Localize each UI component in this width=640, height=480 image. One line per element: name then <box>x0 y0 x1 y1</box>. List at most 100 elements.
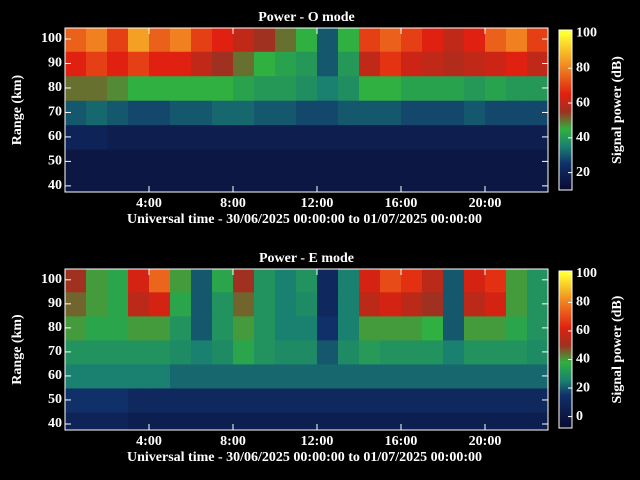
cell <box>338 173 360 192</box>
cell <box>317 315 339 341</box>
cell <box>233 411 255 430</box>
cell <box>296 411 318 430</box>
cell <box>296 75 318 101</box>
cell <box>527 173 548 192</box>
cell <box>149 387 171 413</box>
cell <box>527 269 548 293</box>
cell <box>212 28 234 52</box>
cell <box>170 269 192 293</box>
cell <box>233 315 255 341</box>
cell <box>401 149 423 175</box>
cell <box>107 411 129 430</box>
x-tick-label: 12:00 <box>301 434 334 449</box>
cell <box>275 149 297 175</box>
cell <box>254 315 276 341</box>
cell <box>233 51 255 77</box>
x-tick-label: 20:00 <box>469 434 502 449</box>
cell <box>191 149 213 175</box>
colorbar-tick-label: 80 <box>576 60 590 75</box>
cell <box>317 269 339 293</box>
x-tick-label: 8:00 <box>220 196 246 211</box>
cell <box>359 411 381 430</box>
y-axis-label: Range (km) <box>10 314 25 385</box>
cell <box>191 269 213 293</box>
cell <box>149 339 171 365</box>
cell <box>254 100 276 126</box>
cell <box>128 100 150 126</box>
cell <box>107 291 129 317</box>
cell <box>527 100 548 126</box>
cell <box>443 363 465 389</box>
cell <box>380 291 402 317</box>
cell <box>170 363 192 389</box>
cell <box>296 28 318 52</box>
y-tick-label: 70 <box>48 105 62 120</box>
cell <box>506 149 528 175</box>
cell <box>107 173 129 192</box>
cell <box>464 173 486 192</box>
cell <box>65 173 87 192</box>
cell <box>296 315 318 341</box>
cell <box>212 100 234 126</box>
cell <box>506 363 528 389</box>
cell <box>485 75 507 101</box>
cell <box>527 149 548 175</box>
colorbar-tick-label: 40 <box>576 352 590 367</box>
cell <box>254 173 276 192</box>
cell <box>212 124 234 150</box>
cell <box>128 28 150 52</box>
cell <box>317 387 339 413</box>
cell <box>401 269 423 293</box>
cell <box>359 269 381 293</box>
cell <box>275 387 297 413</box>
cell <box>506 173 528 192</box>
cell <box>275 124 297 150</box>
y-tick-label: 50 <box>48 154 62 169</box>
cell <box>506 51 528 77</box>
y-tick-label: 80 <box>48 320 62 335</box>
cell <box>149 149 171 175</box>
cell <box>296 149 318 175</box>
cell <box>191 28 213 52</box>
cell <box>233 387 255 413</box>
cell <box>464 28 486 52</box>
cell <box>275 363 297 389</box>
y-tick-label: 70 <box>48 344 62 359</box>
cell <box>443 411 465 430</box>
cell <box>107 149 129 175</box>
cell <box>65 149 87 175</box>
cell <box>170 291 192 317</box>
cell <box>317 363 339 389</box>
colorbar-label: Signal power (dB) <box>610 295 625 403</box>
cell <box>86 173 108 192</box>
cell <box>506 100 528 126</box>
cell <box>254 51 276 77</box>
cell <box>401 124 423 150</box>
cell <box>506 387 528 413</box>
cell <box>338 269 360 293</box>
cell <box>296 100 318 126</box>
cell <box>149 28 171 52</box>
cell <box>422 75 444 101</box>
cell <box>506 411 528 430</box>
cell <box>464 149 486 175</box>
cell <box>170 100 192 126</box>
cell <box>485 124 507 150</box>
cell <box>86 124 108 150</box>
cell <box>380 124 402 150</box>
cell <box>506 291 528 317</box>
y-tick-label: 40 <box>48 178 62 193</box>
cell <box>380 339 402 365</box>
colorbar <box>558 29 573 191</box>
cell <box>338 339 360 365</box>
cell <box>191 173 213 192</box>
cell <box>254 411 276 430</box>
cell <box>317 100 339 126</box>
cell <box>254 124 276 150</box>
cell <box>212 315 234 341</box>
cell <box>107 387 129 413</box>
cell <box>422 363 444 389</box>
cell <box>443 339 465 365</box>
cell <box>485 339 507 365</box>
